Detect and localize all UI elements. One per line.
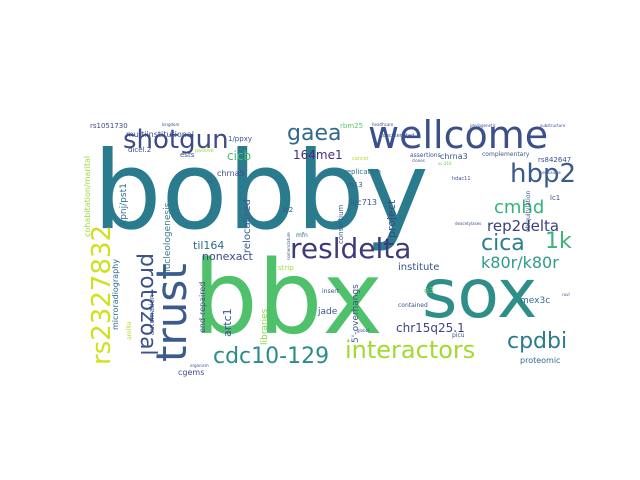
word-1-ppxy: 1/ppxy — [228, 135, 252, 143]
word-hdac11: hdac11 — [452, 176, 471, 182]
word-complementary: complementary — [482, 151, 530, 158]
word-cmhd: cmhd — [494, 197, 544, 218]
word-cgems: cgems — [178, 368, 204, 377]
word-arellla: arellla — [126, 321, 133, 340]
word-picu: picu — [452, 332, 465, 339]
word-proteomic: proteomic — [520, 356, 560, 365]
word-libraries: libraries — [260, 308, 270, 345]
word-rs842647: rs842647 — [538, 156, 571, 164]
word-5-overhangs: 5'-overhangs — [351, 284, 361, 343]
word-automation: automation — [148, 295, 156, 335]
word-kpnj-pst1: kpnj/pst1 — [119, 183, 129, 225]
word-lc1: lc1 — [550, 194, 560, 202]
word-assertions: assertions — [410, 152, 441, 159]
word-clones: clones — [412, 158, 425, 163]
word-m13: m13 — [347, 181, 363, 189]
word-sox: sox — [422, 255, 537, 334]
word-jade: jade — [317, 307, 338, 317]
word-xc-216: xc-216 — [438, 161, 452, 166]
word-ests: ests — [180, 151, 195, 159]
word-rep2delta: rep2delta — [487, 217, 559, 235]
word-hbp2: hbp2 — [510, 159, 576, 189]
word-protozoal: protozoal — [135, 253, 160, 356]
word-cicb: cicb — [227, 149, 251, 163]
word-dicel-2: dicel.2 — [128, 146, 151, 154]
word-shotgun: shotgun — [123, 125, 229, 155]
word-artc1: artc1 — [221, 308, 234, 337]
word-nonexact: nonexact — [202, 250, 254, 263]
word-strip: strip — [278, 264, 294, 272]
word-phylogenetic: phylogenetic — [470, 123, 496, 128]
word-deacetylases: deacetylases — [455, 221, 481, 226]
word-bobby: bobby — [93, 129, 429, 254]
word-passive: passive — [195, 148, 214, 154]
word-replication: replication — [344, 168, 381, 176]
word-nomenclature: nomenclature — [286, 232, 291, 260]
word-rs1051730: rs1051730 — [90, 122, 128, 130]
word-global: global — [357, 328, 369, 333]
word-luc713: luc713 — [350, 198, 377, 207]
word-healthcare: healthcare — [372, 122, 394, 127]
word-chr15q25-1: chr15q25.1 — [396, 321, 465, 335]
word-bbx: bbx — [193, 239, 383, 358]
word-164me1: 164me1 — [293, 148, 343, 162]
word-cdc10-129: cdc10-129 — [213, 344, 329, 369]
word-trust: trust — [147, 263, 196, 362]
word-cpdbi: cpdbi — [507, 329, 567, 354]
word-k80r-k80r: k80r/k80r — [481, 253, 559, 272]
word-cohabitation-marital: cohabitation/marital — [83, 156, 92, 237]
word-cancer: cancer — [352, 156, 370, 162]
word-interactors: interactors — [345, 336, 475, 364]
word-cica: cica — [481, 231, 525, 256]
word-organism: organism — [190, 363, 209, 368]
word-chrna3: chrna3 — [440, 152, 468, 161]
word-multiinstitutional: multiinstitutional — [126, 130, 194, 139]
word-lc2: lc2 — [283, 206, 293, 214]
word-chrna5: chrna5 — [217, 169, 245, 178]
word-ms: ms — [207, 179, 213, 184]
word-mfn: mfn — [296, 232, 308, 239]
word-microradiography: microradiography — [111, 259, 120, 330]
word-rbm25: rbm25 — [340, 122, 363, 130]
word-til164: til164 — [193, 239, 224, 252]
word-gaea: gaea — [287, 121, 341, 146]
word-institute: institute — [398, 262, 439, 273]
word-concatenated: concatenated — [380, 133, 414, 139]
word-mex3c: mex3c — [520, 296, 550, 306]
word-resldelta: resldelta — [290, 232, 411, 265]
word-substructure: substructure — [540, 123, 566, 128]
word-nucleologenesis: nucleologenesis — [163, 202, 173, 275]
word-kingdom: kingdom — [162, 122, 179, 127]
word-relocalised: relocalised — [242, 199, 253, 253]
word-perfusions: perfusions — [540, 170, 561, 175]
word-end-repaired: end-repaired — [198, 282, 207, 333]
word-rs2327832: rs2327832 — [87, 225, 117, 365]
word-insert: insert — [322, 288, 340, 295]
word-e3: e3 — [424, 286, 434, 295]
word-ruvl: ruvl — [562, 292, 570, 297]
word-ubiquitylation: ubiquitylation — [525, 191, 532, 232]
word-consortium: consortium — [337, 204, 345, 244]
word-contained: contained — [398, 302, 428, 309]
word-wellcome: wellcome — [368, 113, 548, 157]
word-project: project — [385, 199, 398, 238]
word-1k: 1k — [545, 229, 572, 254]
